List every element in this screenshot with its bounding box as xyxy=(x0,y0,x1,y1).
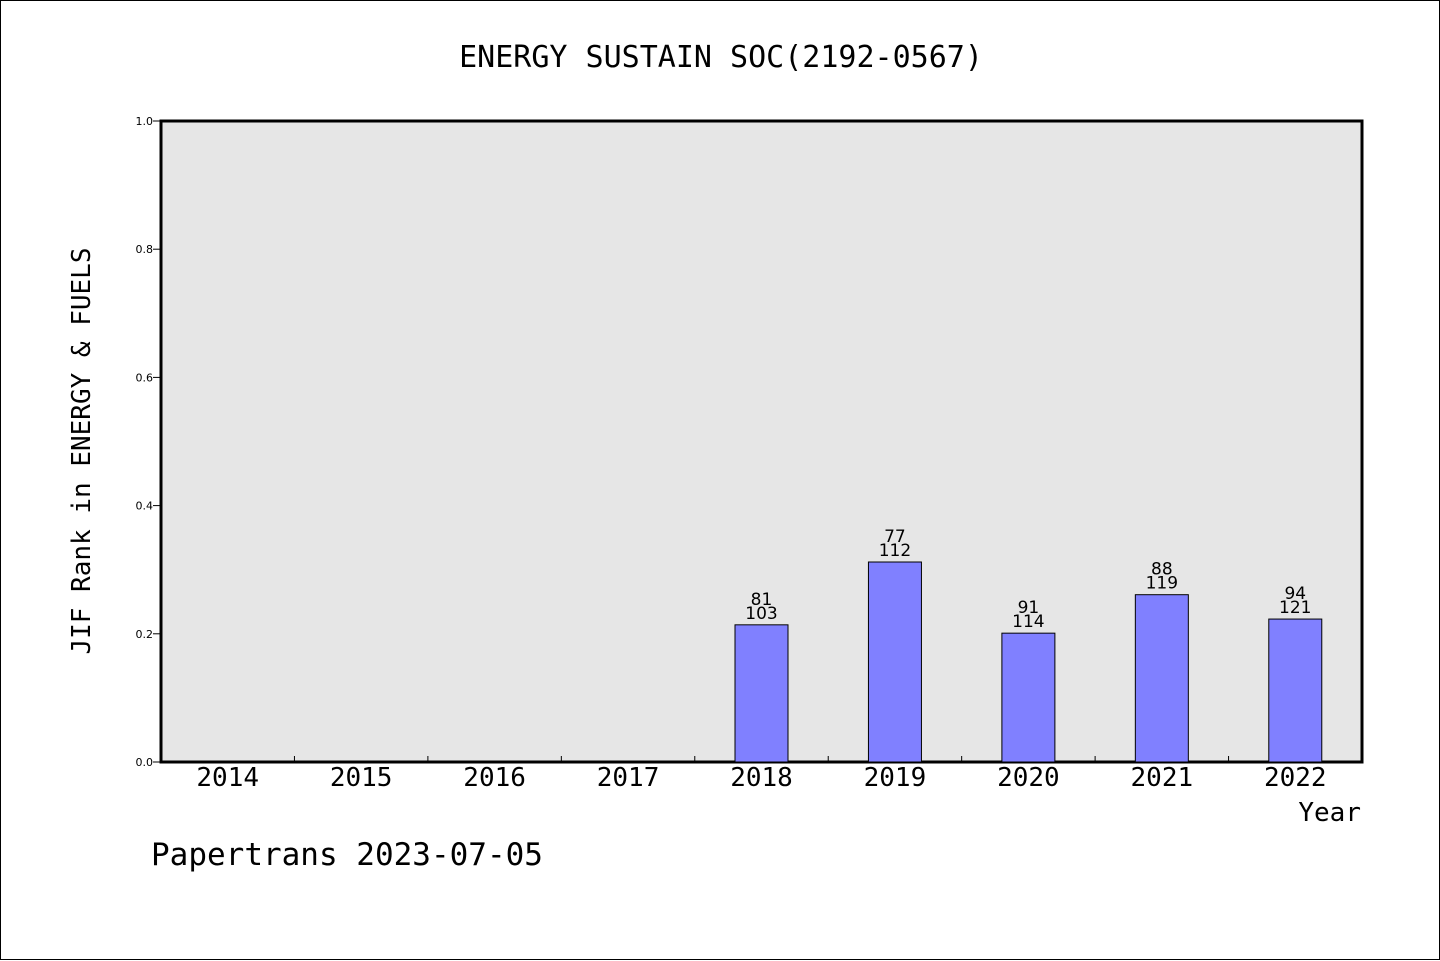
x-tick-label: 2021 xyxy=(1131,763,1194,793)
y-tick-label: 0.2 xyxy=(136,628,154,641)
y-tick-label: 1.0 xyxy=(136,115,154,128)
bar-total-label: 103 xyxy=(745,604,777,624)
bar-rank-label: 88 xyxy=(1151,560,1173,580)
x-tick-label: 2014 xyxy=(196,763,259,793)
y-tick-label: 0.6 xyxy=(136,371,154,384)
chart-title: ENERGY SUSTAIN SOC(2192-0567) xyxy=(459,40,983,75)
bar-total-label: 119 xyxy=(1146,574,1178,594)
x-axis: 2014 2015 2016 2017 2018 2019 2020 2021 2022 xyxy=(196,756,1327,793)
y-tick-label: 0.0 xyxy=(136,756,154,769)
bar-rank-label: 94 xyxy=(1284,584,1306,604)
bar xyxy=(1268,618,1323,763)
x-tick-label: 2017 xyxy=(597,763,660,793)
bar-total-label: 112 xyxy=(879,541,911,561)
bar xyxy=(1134,594,1189,763)
footer-text: Papertrans 2023-07-05 xyxy=(151,837,543,873)
x-tick-label: 2020 xyxy=(997,763,1060,793)
bar-total-label: 121 xyxy=(1279,598,1311,618)
bar-rank-label: 81 xyxy=(751,590,773,610)
bar xyxy=(867,561,922,763)
y-tick-label: 0.4 xyxy=(136,500,154,513)
x-tick-label: 2015 xyxy=(330,763,393,793)
bar-rank-label: 91 xyxy=(1018,598,1040,618)
bar xyxy=(1001,632,1056,763)
bar-rank-label: 77 xyxy=(884,527,906,547)
x-tick-label: 2019 xyxy=(864,763,927,793)
y-axis-label: JIF Rank in ENERGY & FUELS xyxy=(67,248,97,655)
bar xyxy=(734,624,789,763)
y-tick-label: 0.8 xyxy=(136,243,154,256)
bar-total-label: 114 xyxy=(1012,612,1044,632)
x-tick-label: 2016 xyxy=(463,763,526,793)
x-axis-label: Year xyxy=(1298,798,1361,828)
x-tick-label: 2018 xyxy=(730,763,793,793)
y-axis: 0.0 0.2 0.4 0.6 0.8 1.0 xyxy=(136,115,161,769)
x-tick-label: 2022 xyxy=(1264,763,1327,793)
